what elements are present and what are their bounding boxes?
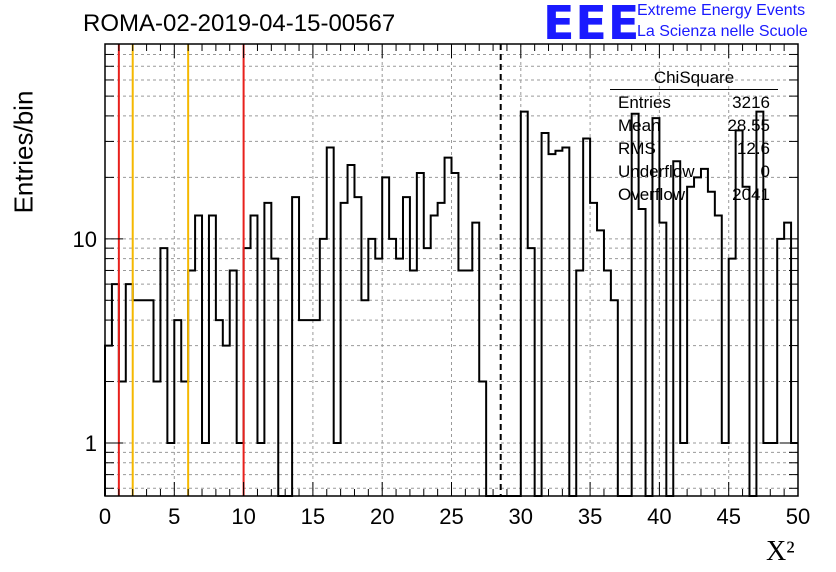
x-tick-label: 5 (168, 504, 180, 529)
x-axis-label: X² (766, 536, 795, 567)
eee-logo: EEE (543, 0, 641, 50)
histogram-outline (104, 110, 798, 497)
x-tick-label: 0 (99, 504, 111, 529)
stats-title: ChiSquare (610, 68, 778, 90)
stats-box: ChiSquare Entries 3216 Mean 28.55 RMS 12.6 … (610, 68, 778, 206)
x-tick-label: 50 (786, 504, 810, 529)
stats-value: 28.55 (727, 116, 770, 135)
x-tick-label: 25 (439, 504, 463, 529)
stats-label: Entries (618, 93, 671, 112)
y-axis-label-box: Entries/bin (4, 91, 44, 214)
y-axis-label: Entries/bin (8, 90, 39, 214)
stats-row: Overflow 2041 (610, 183, 778, 206)
stats-row: Underflow 0 (610, 160, 778, 183)
stats-label: Mean (618, 116, 661, 135)
stats-value: 2041 (732, 185, 770, 204)
stats-value: 12.6 (736, 139, 770, 158)
x-tick-label: 15 (301, 504, 325, 529)
stats-value: 0 (760, 162, 770, 181)
x-tick-label: 30 (509, 504, 533, 529)
stats-value: 3216 (732, 93, 770, 112)
x-tick-label: 45 (716, 504, 740, 529)
x-tick-label: 10 (231, 504, 255, 529)
stats-row: RMS 12.6 (610, 137, 778, 160)
stats-row: Entries 3216 (610, 91, 778, 114)
run-title: ROMA-02-2019-04-15-00567 (83, 10, 396, 37)
stats-label: Overflow (618, 185, 686, 204)
x-tick-label: 40 (647, 504, 671, 529)
x-tick-label: 20 (370, 504, 394, 529)
stats-label: RMS (618, 139, 656, 158)
y-tick-label: 1 (85, 431, 97, 456)
y-tick-label: 10 (73, 227, 97, 252)
stats-row: Mean 28.55 (610, 114, 778, 137)
x-tick-label: 35 (578, 504, 602, 529)
brand-line-2: La Scienza nelle Scuole (637, 23, 808, 40)
stats-label: Underflow (618, 162, 695, 181)
brand-line-1: Extreme Energy Events (637, 2, 806, 19)
